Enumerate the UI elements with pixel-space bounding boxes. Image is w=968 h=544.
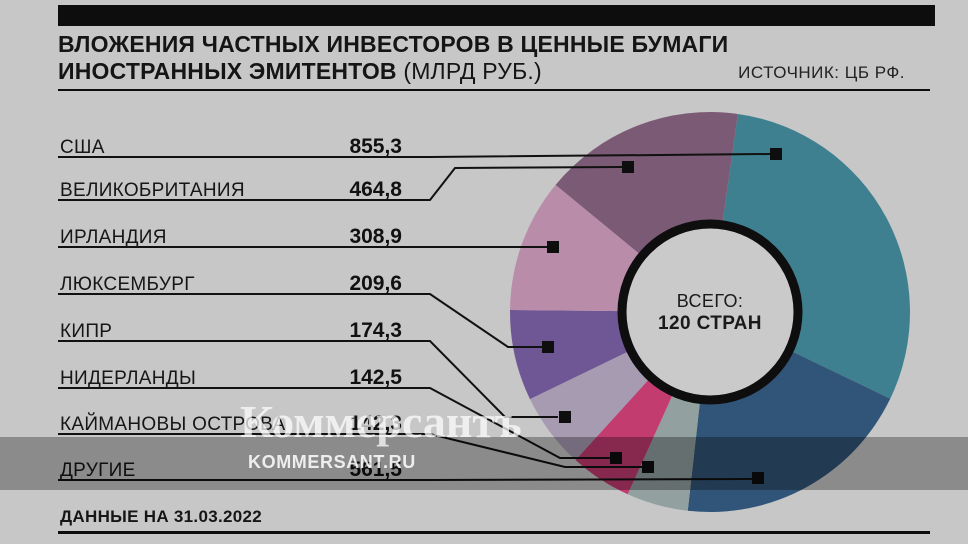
donut-center-label-1: ВСЕГО: — [676, 291, 744, 311]
donut-center-label-2: 120 СТРАН — [658, 313, 762, 334]
data-as-of-note: ДАННЫЕ НА 31.03.2022 — [60, 507, 263, 526]
leader-line-1 — [58, 153, 771, 158]
chart-title-line1: ВЛОЖЕНИЯ ЧАСТНЫХ ИНВЕСТОРОВ В ЦЕННЫЕ БУМ… — [58, 31, 729, 57]
chart-title: ВЛОЖЕНИЯ ЧАСТНЫХ ИНВЕСТОРОВ В ЦЕННЫЕ БУМ… — [58, 31, 938, 85]
chart-title-line2: ИНОСТРАННЫХ ЭМИТЕНТОВ (МЛРД РУБ.) — [58, 58, 938, 85]
donut-hole — [617, 219, 803, 405]
leader-line-7 — [58, 433, 642, 468]
leader-line-8 — [58, 478, 753, 481]
leader-line-4 — [58, 293, 542, 348]
chart-title-line2-bold: ИНОСТРАННЫХ ЭМИТЕНТОВ — [58, 58, 397, 84]
leader-marker-8 — [752, 472, 764, 484]
footer-divider — [58, 531, 930, 534]
top-black-bar — [58, 5, 935, 26]
title-divider — [58, 89, 930, 91]
leader-marker-4 — [542, 341, 554, 353]
leader-marker-1 — [770, 148, 782, 160]
leader-marker-6 — [610, 452, 622, 464]
leader-marker-7 — [642, 461, 654, 473]
leader-line-2 — [58, 166, 623, 201]
leader-line-6 — [58, 387, 610, 459]
leader-marker-3 — [547, 241, 559, 253]
chart-title-units: (МЛРД РУБ.) — [396, 58, 542, 84]
leader-marker-2 — [622, 161, 634, 173]
source-label: ИСТОЧНИК: ЦБ РФ. — [738, 63, 905, 82]
leader-marker-5 — [559, 411, 571, 423]
leader-line-5 — [58, 340, 558, 418]
